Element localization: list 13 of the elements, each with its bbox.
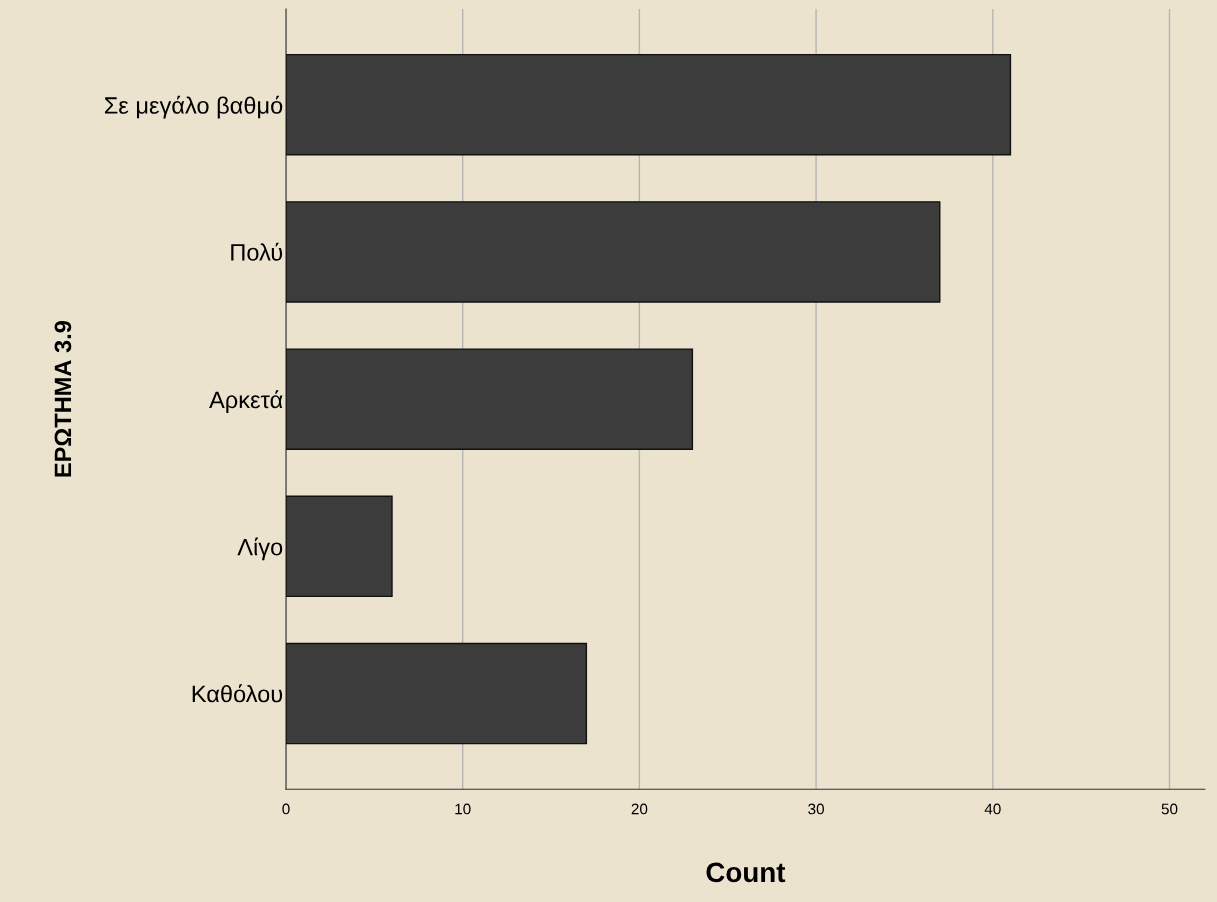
x-tick-label: 30: [808, 803, 824, 815]
y-tick-label: Αρκετά: [209, 390, 283, 413]
x-tick-label: 40: [984, 803, 1001, 815]
x-tick-label: 0: [282, 803, 290, 815]
y-tick-label: Καθόλου: [192, 684, 283, 703]
y-tick-label: Πολύ: [231, 242, 283, 261]
y-axis-title: ΕΡΩΤΗΜΑ 3.9: [54, 321, 72, 477]
x-axis-title: Count: [706, 862, 786, 883]
x-tick-label: 50: [1161, 803, 1178, 815]
y-tick-label: Σε μεγάλο βαθμό: [104, 95, 283, 119]
y-tick-label: Λίγο: [237, 537, 283, 561]
x-tick-label: 20: [631, 803, 648, 815]
x-tick-label: 10: [455, 803, 471, 815]
